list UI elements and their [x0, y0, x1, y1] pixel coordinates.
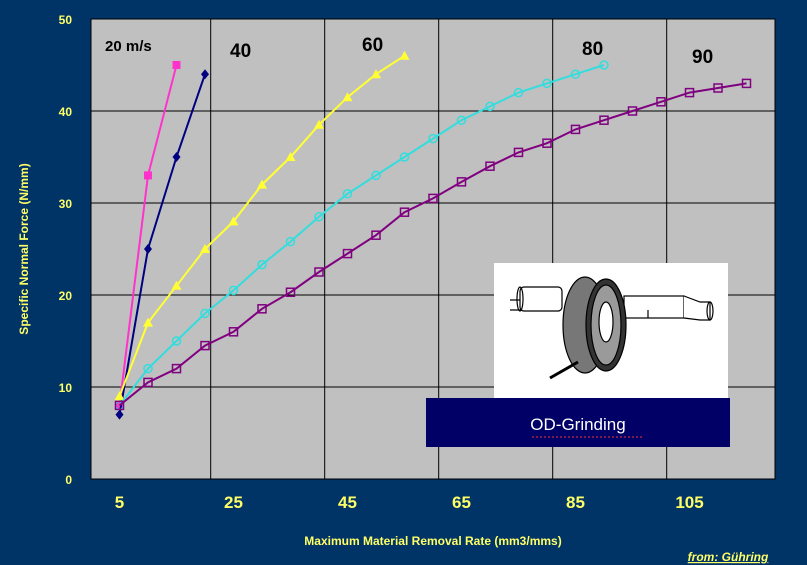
- data-point: [542, 78, 552, 89]
- data-point: [627, 106, 638, 116]
- data-point: [599, 60, 609, 70]
- data-point: [371, 170, 381, 181]
- data-point: [485, 161, 495, 171]
- series-line: [118, 73, 206, 415]
- x-tick-label: 105: [675, 493, 703, 512]
- data-point: [456, 115, 467, 125]
- data-point: [285, 287, 296, 297]
- data-point: [314, 267, 324, 277]
- data-point: [342, 189, 353, 199]
- data-point: [371, 230, 381, 240]
- data-point: [114, 391, 125, 401]
- data-point: [143, 377, 153, 388]
- data-point: [257, 179, 267, 189]
- x-axis-title: Maximum Material Removal Rate (mm3/mms): [304, 534, 561, 548]
- data-point: [143, 317, 153, 327]
- series-3: 80: [114, 39, 609, 411]
- tick-labels: 5 25 45 65 85 105 0 10 20 30 40 50: [59, 13, 704, 512]
- plot-border: [90, 18, 776, 480]
- data-point: [371, 69, 381, 79]
- x-tick-label: 25: [224, 493, 243, 512]
- data-point: [171, 363, 182, 374]
- data-point: [713, 83, 723, 93]
- data-point: [228, 327, 239, 337]
- data-point: [741, 78, 752, 89]
- data-point: [115, 409, 124, 420]
- x-tick-label: 85: [566, 493, 585, 512]
- data-point: [201, 69, 209, 80]
- data-point: [513, 87, 524, 98]
- data-point: [257, 259, 267, 270]
- y-axis-title: Specific Normal Force (N/mm): [17, 163, 31, 334]
- x-tick-label: 65: [452, 493, 471, 512]
- data-point: [485, 101, 495, 112]
- series-label: 80: [582, 39, 603, 60]
- data-point: [456, 177, 467, 187]
- series-label: 90: [692, 47, 713, 68]
- data-point: [570, 124, 581, 135]
- data-point: [144, 171, 152, 180]
- data-point: [172, 61, 181, 69]
- data-point: [314, 212, 324, 222]
- series-2: 60: [114, 35, 410, 401]
- data-point: [342, 248, 353, 259]
- series-label: 60: [362, 35, 383, 56]
- source-note: from: Gühring: [688, 550, 769, 564]
- grinding-wheel-illustration: [510, 276, 714, 380]
- data-point: [428, 133, 438, 144]
- inset: OD-Grinding: [426, 263, 730, 447]
- series-layer: 20 m/s 40 60 80 90: [105, 35, 752, 420]
- data-point: [200, 308, 210, 319]
- data-point: [656, 97, 666, 107]
- data-point: [285, 152, 296, 161]
- series-line: [118, 64, 605, 407]
- data-point: [399, 50, 410, 60]
- inset-caption-box: [426, 398, 730, 447]
- data-point: [314, 119, 324, 129]
- data-point: [684, 87, 695, 98]
- data-point: [228, 216, 239, 226]
- x-tick-label: 45: [338, 493, 357, 512]
- x-tick-label: 5: [115, 493, 124, 512]
- data-point: [542, 138, 552, 148]
- data-point: [171, 336, 182, 346]
- data-point: [513, 147, 524, 158]
- y-tick-label: 10: [59, 381, 73, 395]
- series-line: [118, 82, 747, 407]
- data-point: [172, 152, 181, 162]
- series-label: 40: [230, 41, 251, 62]
- data-point: [399, 152, 410, 162]
- data-point: [342, 92, 353, 102]
- data-point: [171, 280, 182, 290]
- y-tick-label: 20: [59, 289, 73, 303]
- data-point: [144, 244, 152, 254]
- data-point: [114, 400, 125, 411]
- data-point: [428, 193, 438, 204]
- data-point: [570, 69, 581, 79]
- y-tick-label: 50: [59, 13, 73, 27]
- data-point: [285, 236, 296, 247]
- series-4: 90: [114, 47, 752, 411]
- data-point: [399, 207, 410, 217]
- data-point: [200, 244, 210, 253]
- data-point: [257, 304, 267, 314]
- series-1: 40: [115, 41, 251, 420]
- data-point: [143, 363, 153, 374]
- y-tick-label: 0: [65, 473, 72, 487]
- data-point: [228, 285, 239, 296]
- y-tick-label: 30: [59, 197, 73, 211]
- inset-caption: OD-Grinding: [530, 415, 625, 434]
- data-point: [200, 340, 210, 351]
- series-label: 20 m/s: [105, 38, 152, 55]
- y-tick-label: 40: [59, 105, 73, 119]
- data-point: [599, 115, 609, 125]
